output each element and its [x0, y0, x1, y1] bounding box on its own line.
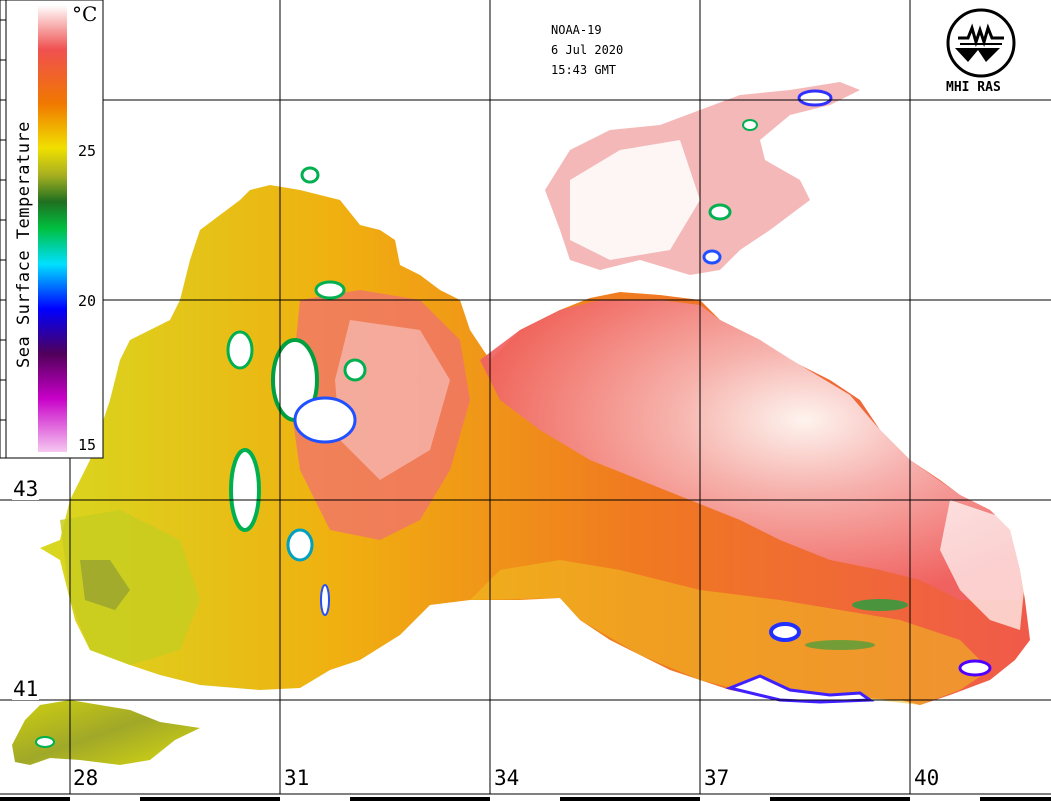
observation-date: 6 Jul 2020 [551, 43, 624, 57]
organization-name: MHI RAS [946, 80, 1001, 95]
sea-of-azov [545, 82, 860, 275]
longitude-label-31: 31 [283, 766, 311, 790]
mhi-ras-logo [946, 8, 1016, 78]
latitude-label-41: 41 [12, 677, 40, 701]
satellite-name: NOAA-19 [551, 23, 602, 37]
legend-unit: °C [72, 2, 98, 26]
legend-colorbar [0, 0, 104, 459]
legend-tick-20: 20 [78, 292, 97, 310]
cold-upwelling-patches [226, 166, 367, 616]
longitude-label-40: 40 [913, 766, 941, 790]
bottom-scale-ruler [0, 793, 1051, 801]
longitude-label-37: 37 [703, 766, 731, 790]
longitude-label-28: 28 [72, 766, 100, 790]
sea-of-marmara [12, 700, 200, 765]
black-sea-body [40, 185, 1030, 705]
longitude-label-34: 34 [493, 766, 521, 790]
left-scale-ruler [0, 0, 7, 458]
latitude-label-43: 43 [12, 477, 40, 501]
southern-cold-spots [725, 599, 992, 704]
observation-time: 15:43 GMT [551, 63, 617, 77]
legend-tick-15: 15 [78, 436, 97, 454]
legend-tick-25: 25 [78, 142, 97, 160]
legend-title: Sea Surface Temperature [14, 121, 34, 368]
